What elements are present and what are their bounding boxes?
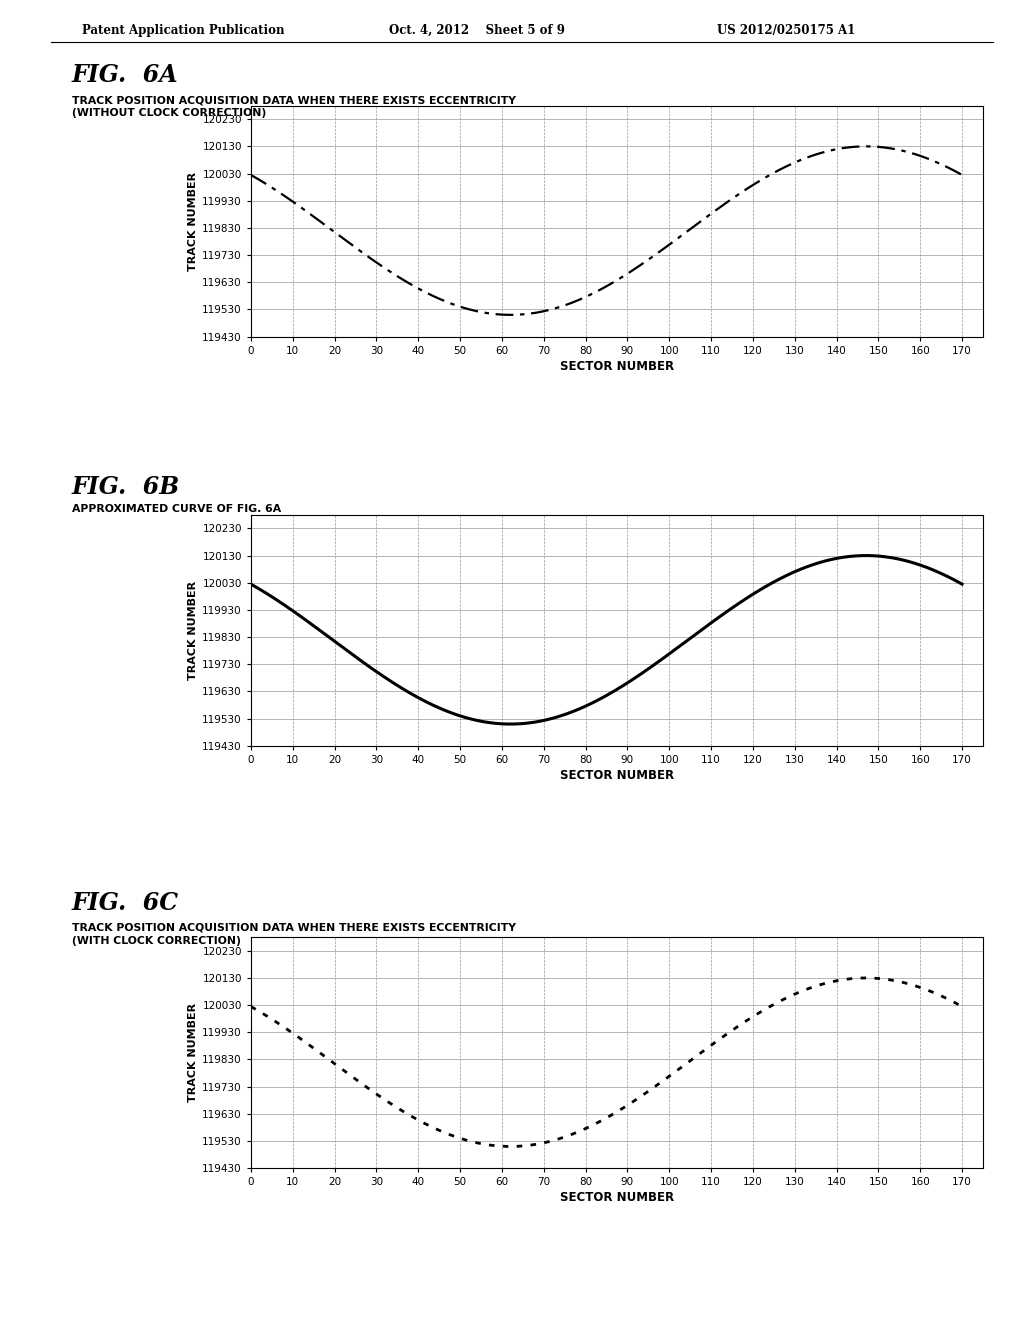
Y-axis label: TRACK NUMBER: TRACK NUMBER <box>188 172 198 271</box>
X-axis label: SECTOR NUMBER: SECTOR NUMBER <box>560 770 674 781</box>
Text: FIG.  6A: FIG. 6A <box>72 63 178 87</box>
X-axis label: SECTOR NUMBER: SECTOR NUMBER <box>560 360 674 372</box>
Text: Oct. 4, 2012    Sheet 5 of 9: Oct. 4, 2012 Sheet 5 of 9 <box>389 24 565 37</box>
Text: FIG.  6B: FIG. 6B <box>72 475 180 499</box>
Text: TRACK POSITION ACQUISITION DATA WHEN THERE EXISTS ECCENTRICITY
(WITHOUT CLOCK CO: TRACK POSITION ACQUISITION DATA WHEN THE… <box>72 95 516 119</box>
Text: Patent Application Publication: Patent Application Publication <box>82 24 285 37</box>
Text: APPROXIMATED CURVE OF FIG. 6A: APPROXIMATED CURVE OF FIG. 6A <box>72 504 281 515</box>
Y-axis label: TRACK NUMBER: TRACK NUMBER <box>188 1003 198 1102</box>
Text: US 2012/0250175 A1: US 2012/0250175 A1 <box>717 24 855 37</box>
Text: TRACK POSITION ACQUISITION DATA WHEN THERE EXISTS ECCENTRICITY
(WITH CLOCK CORRE: TRACK POSITION ACQUISITION DATA WHEN THE… <box>72 923 516 946</box>
Y-axis label: TRACK NUMBER: TRACK NUMBER <box>188 581 198 680</box>
X-axis label: SECTOR NUMBER: SECTOR NUMBER <box>560 1192 674 1204</box>
Text: FIG.  6C: FIG. 6C <box>72 891 178 915</box>
